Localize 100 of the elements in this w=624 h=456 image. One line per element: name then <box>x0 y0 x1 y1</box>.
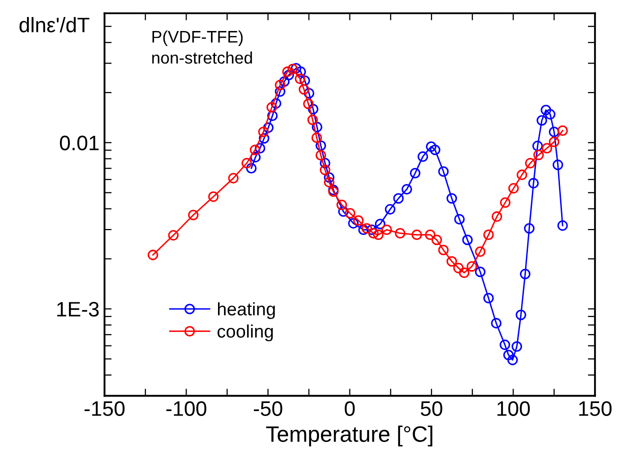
point <box>424 230 436 240</box>
point <box>412 230 422 240</box>
point <box>304 88 314 99</box>
point <box>446 256 458 267</box>
point <box>361 223 372 234</box>
point <box>438 166 449 177</box>
point <box>263 122 274 133</box>
point <box>532 140 543 152</box>
point <box>548 126 560 138</box>
annotation: non-stretched <box>152 51 252 64</box>
point <box>312 122 322 132</box>
point <box>557 220 568 231</box>
legend-label: cooling <box>218 324 273 342</box>
point <box>426 141 436 152</box>
point <box>307 114 318 126</box>
x-tick-label: 100 <box>497 401 530 416</box>
point <box>282 66 293 77</box>
point <box>544 109 556 120</box>
point <box>533 150 544 160</box>
point <box>348 218 359 229</box>
point <box>258 133 270 144</box>
point <box>320 158 330 168</box>
point <box>474 246 486 257</box>
point <box>512 341 522 352</box>
point <box>274 80 286 90</box>
point <box>358 224 369 236</box>
point <box>270 98 282 109</box>
point <box>294 74 306 84</box>
x-tick-label: -50 <box>254 401 282 416</box>
point <box>311 132 322 143</box>
point <box>483 292 494 304</box>
point <box>490 318 502 328</box>
point <box>290 62 302 74</box>
point <box>508 183 519 194</box>
point <box>524 158 536 168</box>
point <box>418 151 428 162</box>
point <box>410 168 420 178</box>
point <box>250 144 260 156</box>
point <box>394 228 406 239</box>
y-axis-title: dlnε'/dT <box>20 17 90 32</box>
point <box>542 142 552 154</box>
point <box>336 200 348 210</box>
point <box>250 152 261 162</box>
point <box>374 218 386 230</box>
point <box>366 224 378 236</box>
point <box>287 64 298 74</box>
point <box>431 234 442 246</box>
point <box>536 115 548 126</box>
point <box>300 75 310 86</box>
point <box>279 76 290 87</box>
point <box>320 164 330 176</box>
point <box>148 250 158 260</box>
point <box>430 144 440 156</box>
point <box>458 267 470 278</box>
point <box>528 178 539 188</box>
point <box>384 204 396 215</box>
point <box>241 158 252 168</box>
point <box>368 228 379 239</box>
point <box>208 191 219 202</box>
point <box>446 193 458 204</box>
point <box>266 102 278 113</box>
point <box>402 184 412 195</box>
point <box>483 230 494 240</box>
point <box>338 206 349 217</box>
point <box>507 354 518 366</box>
x-tick-label: -150 <box>84 401 125 416</box>
point <box>228 172 239 184</box>
legend-label: heating <box>218 302 275 320</box>
point <box>254 142 266 154</box>
x-tick-label: 150 <box>579 401 612 416</box>
x-tick-label: -100 <box>166 401 206 416</box>
point <box>520 268 530 280</box>
point <box>258 126 269 138</box>
point <box>524 223 535 234</box>
point <box>353 215 364 226</box>
point <box>438 244 449 256</box>
point <box>303 98 314 110</box>
point <box>188 210 199 220</box>
point <box>503 350 514 360</box>
point <box>168 230 179 241</box>
point <box>324 172 334 183</box>
point <box>393 193 404 204</box>
point <box>344 208 356 219</box>
point <box>283 70 294 80</box>
point <box>516 170 528 180</box>
x-tick-label: 50 <box>420 401 442 416</box>
point <box>246 162 257 174</box>
point <box>500 197 511 208</box>
point <box>492 211 502 222</box>
y-tick-label: 1E-3 <box>57 302 99 317</box>
point <box>324 176 334 188</box>
point <box>474 266 486 278</box>
point <box>516 310 526 320</box>
point <box>466 261 478 272</box>
point <box>381 224 392 236</box>
point <box>500 340 510 350</box>
x-axis-title: Temperature [°C] <box>266 426 432 446</box>
point <box>373 230 384 240</box>
point <box>316 140 326 151</box>
point <box>552 160 564 170</box>
